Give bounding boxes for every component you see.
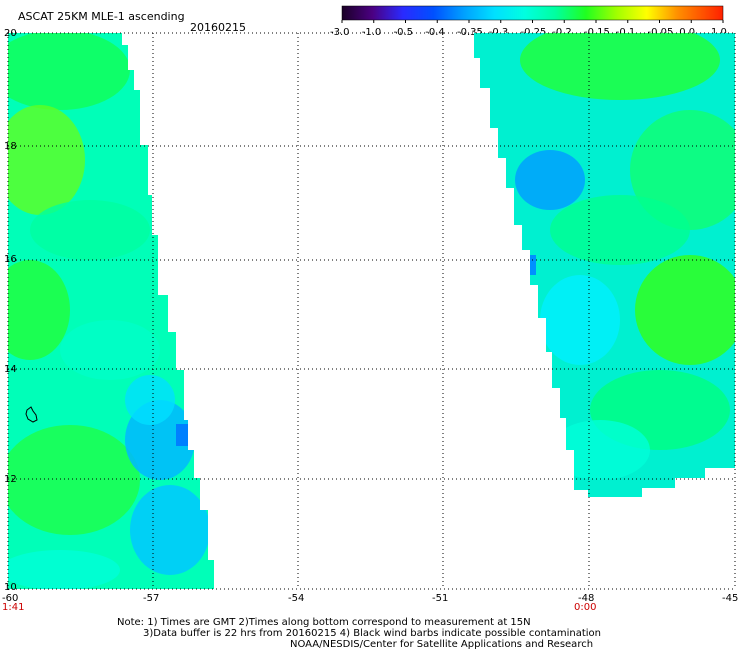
colorbar-label: -0.35: [457, 27, 483, 38]
lat-label-12: 12: [4, 474, 17, 485]
time-label-left: 1:41: [2, 602, 25, 613]
colorbar-label: 1.0: [711, 27, 727, 38]
lon-label-60: -60: [2, 593, 19, 604]
lat-label-14: 14: [4, 364, 17, 375]
colorbar-label: -0.25: [520, 27, 547, 38]
data-swaths: [8, 33, 735, 589]
left-swath-detail: [8, 33, 210, 589]
colorbar-label: -0.4: [425, 27, 445, 38]
colorbar-label: -0.2: [552, 27, 572, 38]
lat-label-10: 10: [4, 582, 17, 593]
colorbar-label: -0.5: [393, 27, 414, 38]
colorbar-label: -0.3: [488, 27, 509, 38]
colorbar-label: 0.0: [679, 27, 696, 38]
colorbar-label: -1.0: [361, 27, 382, 38]
lat-label-20: 20: [4, 28, 17, 39]
lon-label-54: -54: [288, 593, 305, 604]
colorbar-label: -3.0: [330, 27, 350, 38]
time-label-right: 0:00: [574, 602, 597, 613]
note-line-2: 3)Data buffer is 22 hrs from 20160215 4)…: [143, 628, 601, 639]
right-swath-detail: [515, 33, 735, 480]
note-line-1: Note: 1) Times are GMT 2)Times along bot…: [117, 617, 531, 628]
colorbar: [341, 5, 724, 23]
lon-label-48: -48: [578, 593, 595, 604]
product-date: 20160215: [190, 21, 246, 34]
lat-label-16: 16: [4, 254, 17, 265]
product-title: ASCAT 25KM MLE-1 ascending: [18, 10, 185, 23]
lon-label-57: -57: [143, 593, 160, 604]
barbados-island: [25, 406, 38, 423]
colorbar-label: -0.1: [615, 27, 636, 38]
note-line-3: NOAA/NESDIS/Center for Satellite Applica…: [290, 639, 594, 650]
lon-label-45: -45: [722, 593, 739, 604]
lat-label-18: 18: [4, 141, 17, 152]
lon-label-51: -51: [432, 593, 449, 604]
grid-lines: [7, 32, 736, 590]
